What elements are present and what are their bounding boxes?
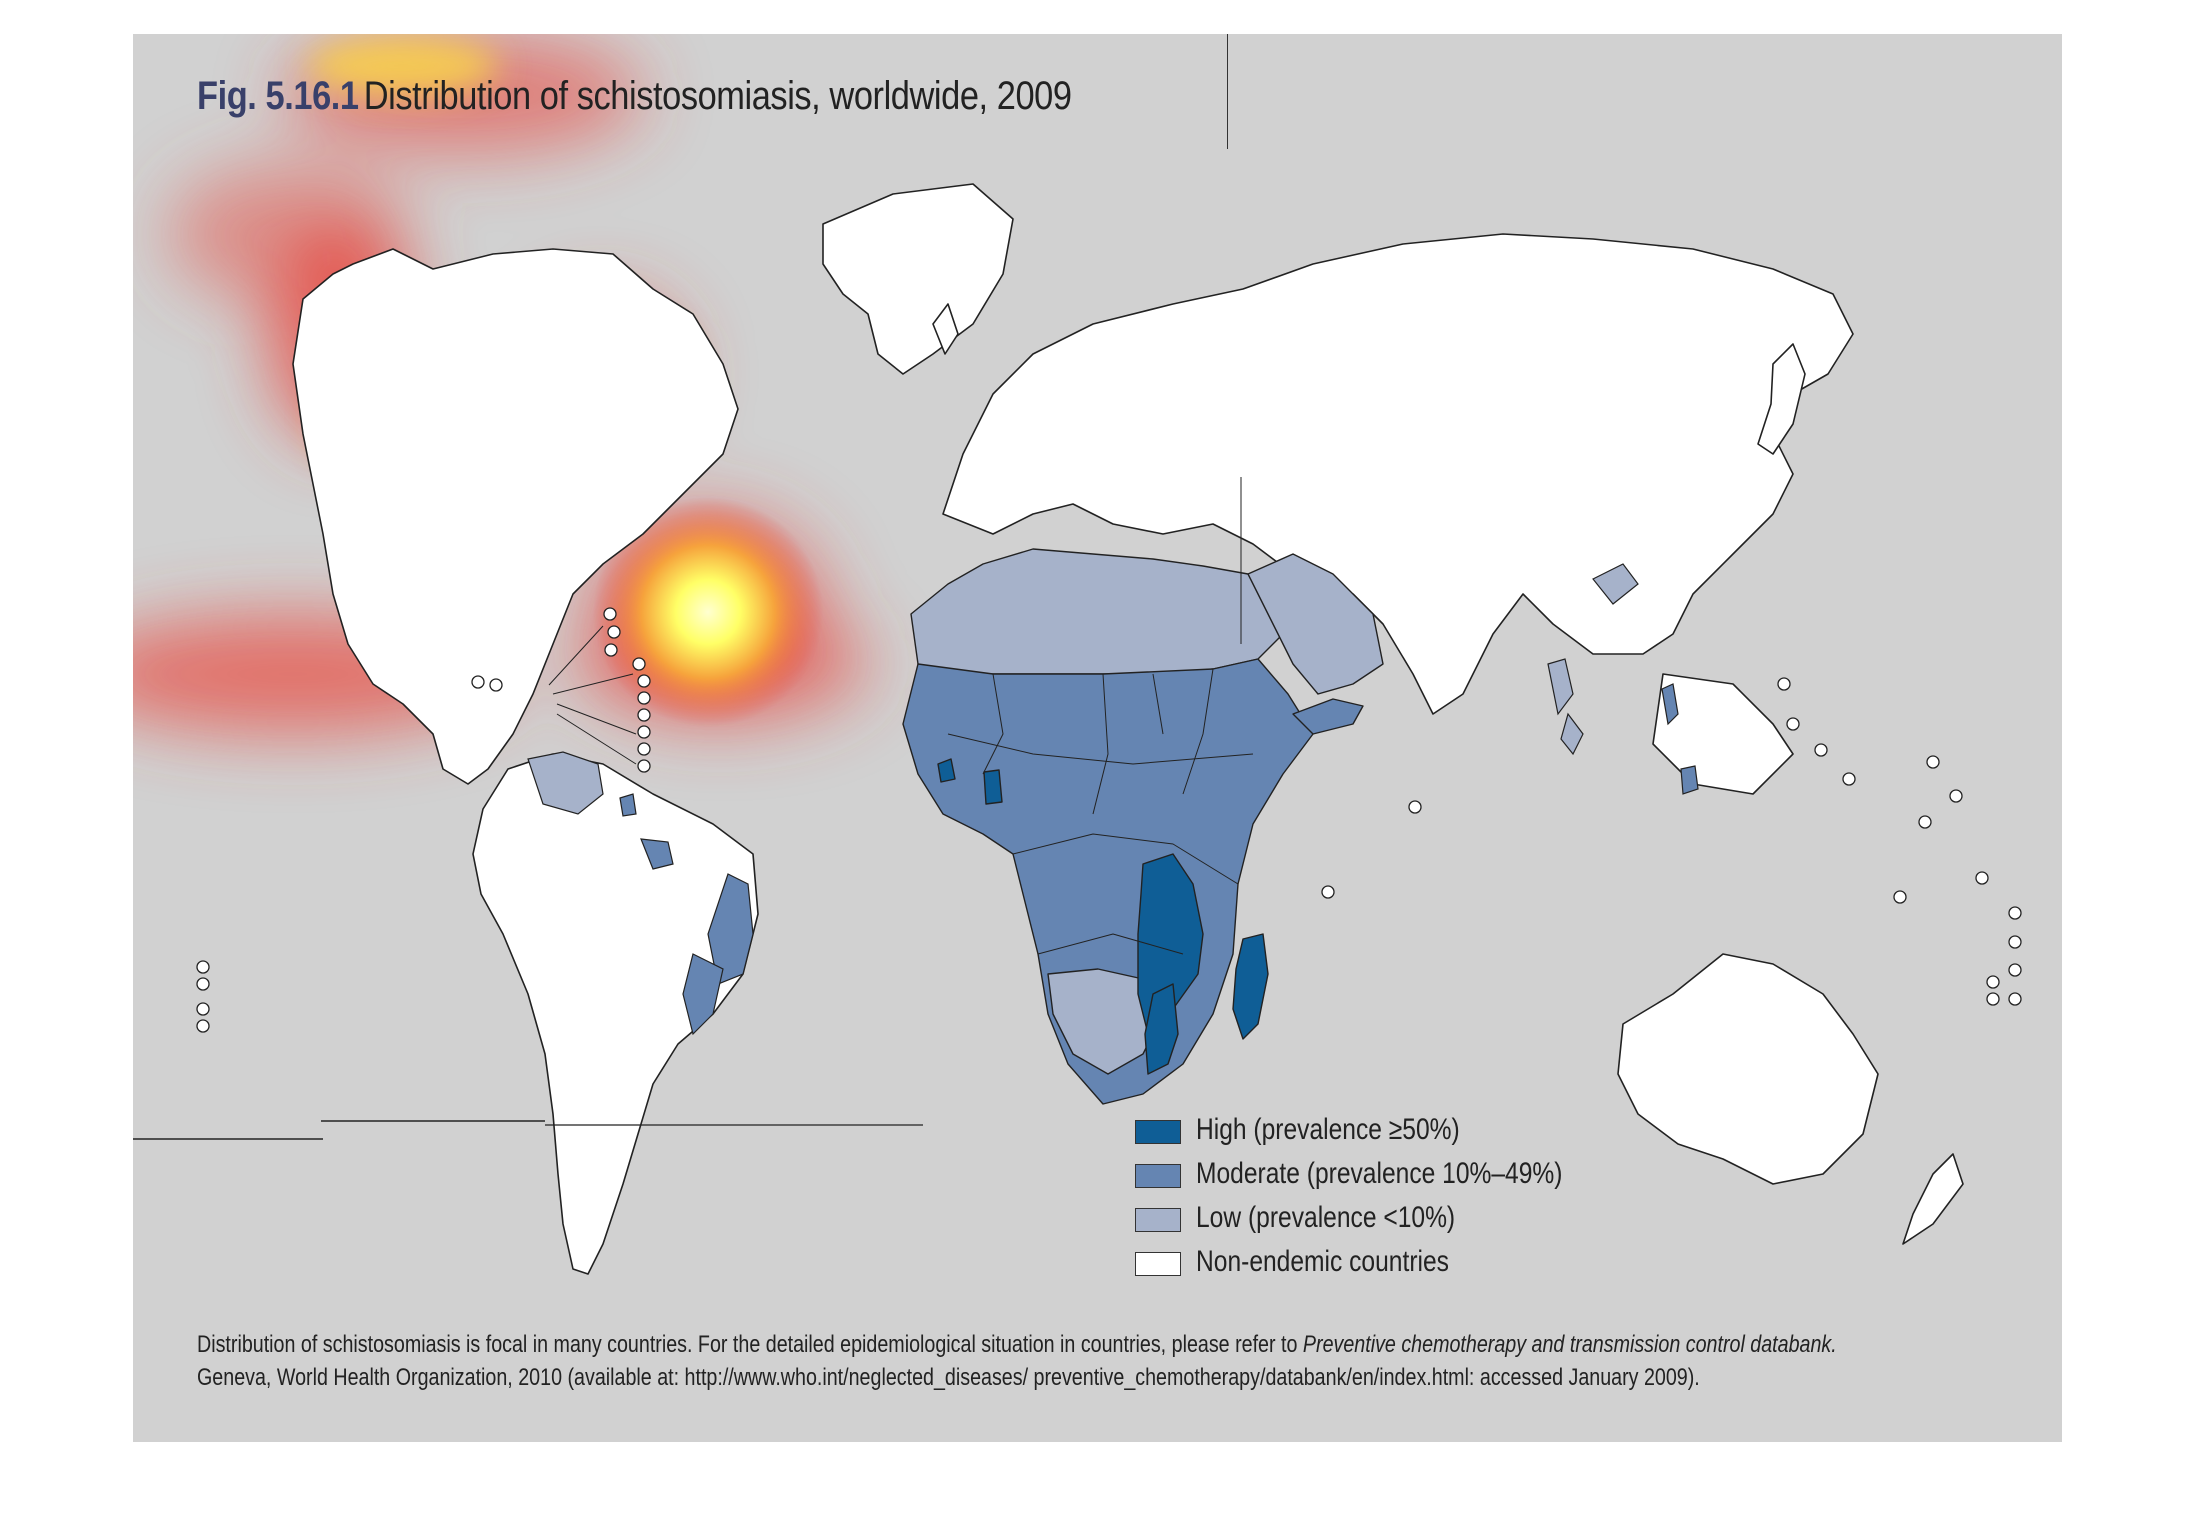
footnote-line-2: Geneva, World Health Organization, 2010 … [197,1364,1700,1391]
legend-swatch-high [1135,1120,1181,1144]
brazil-north-moderate [640,838,674,870]
figure-label: Fig. 5.16.1 [197,74,359,118]
africa-borders [947,668,1254,955]
greenland [822,183,1014,375]
map-rules [133,477,1242,1140]
map-panel: Fig. 5.16.1 Distribution of schistosomias… [133,34,2062,1442]
world-map [133,34,2022,1275]
africa-north-low [910,548,1284,675]
mindanao-moderate [1680,765,1699,795]
africa-south-low [1047,968,1164,1075]
island-markers [196,607,2022,1033]
footnote-databank-title: Preventive chemotherapy and transmission… [1302,1331,1837,1358]
venezuela-low [527,751,604,815]
southeast-asia-islands [1652,673,1794,795]
africa-central-moderate [902,658,1314,1105]
new-zealand [1902,1153,1964,1245]
ghana-high [983,769,1003,805]
figure-footnote: Distribution of schistosomiasis is focal… [197,1328,1952,1394]
footnote-line-1: Distribution of schistosomiasis is focal… [197,1328,1952,1361]
africa-region [902,548,1384,1105]
australia [1617,953,1879,1185]
footnote-line-1-text: Distribution of schistosomiasis is focal… [197,1331,1298,1358]
figure-title: Fig. 5.16.1 Distribution of schistosomias… [197,74,1072,119]
legend-swatch-moderate [1135,1164,1181,1188]
guinea-high [937,758,956,783]
uk-ireland [932,303,959,355]
legend-label-moderate: Moderate (prevalence 10%–49%) [1196,1157,1563,1190]
yemen-moderate [1292,698,1364,735]
north-america [292,248,739,785]
mozambique-high [1144,983,1179,1075]
japan [1757,343,1806,455]
philippines-moderate [1661,683,1679,726]
legend-label-non-endemic: Non-endemic countries [1196,1245,1449,1278]
arabia-low [1247,553,1384,695]
endemic-patches [527,563,1699,1036]
suriname-moderate [619,793,637,817]
laos-cambodia-low [1547,658,1574,716]
legend-swatch-low [1135,1208,1181,1232]
brazil-east-moderate [707,873,754,985]
legend-swatch-non-endemic [1135,1252,1181,1276]
brazil-coast-moderate [682,953,724,1036]
legend-label-low: Low (prevalence <10%) [1196,1201,1456,1234]
legend-label-high: High (prevalence ≥50%) [1196,1113,1460,1146]
indochina-low [1560,712,1584,756]
china-low [1592,563,1639,605]
madagascar-high [1232,933,1269,1040]
title-divider [1227,34,1228,149]
figure-title-text: Distribution of schistosomiasis, worldwi… [363,74,1072,118]
south-america [472,753,759,1275]
